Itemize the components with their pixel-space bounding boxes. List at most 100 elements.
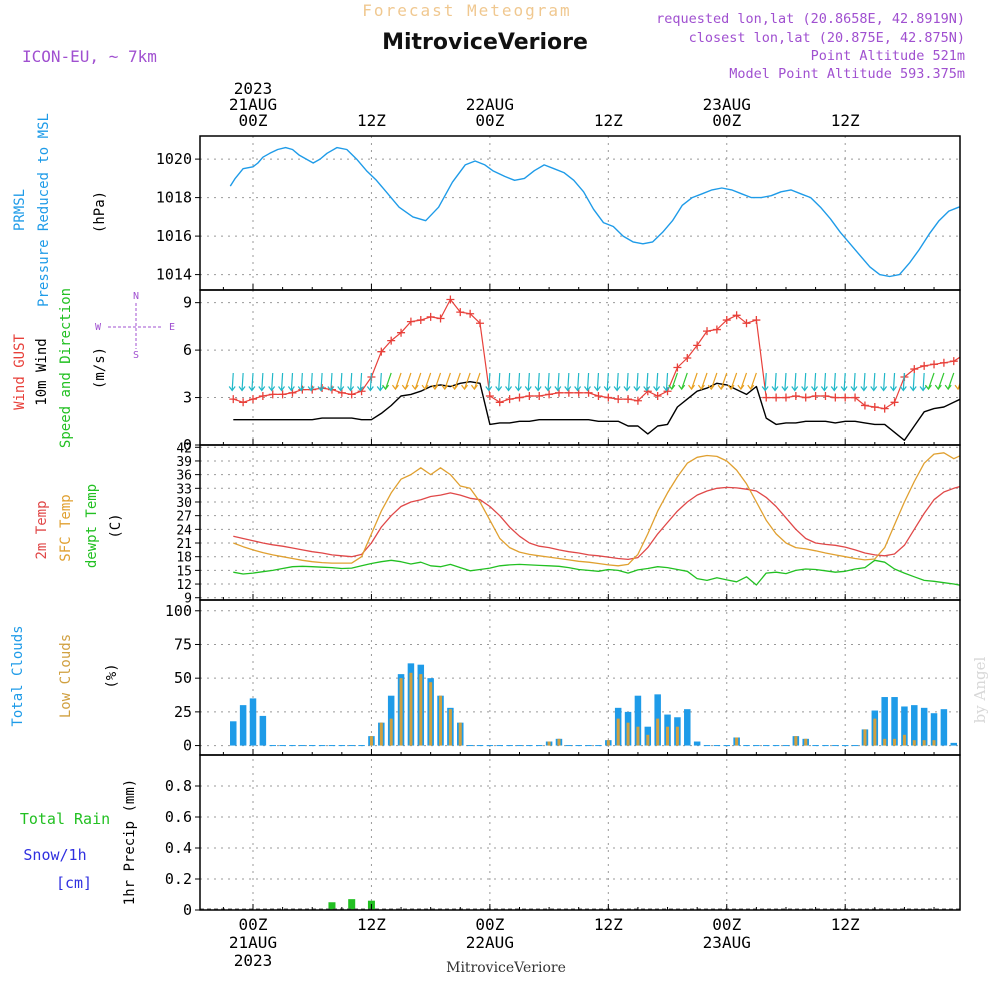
wind-arrow <box>498 372 501 391</box>
bottom-time-label: 00Z <box>239 915 268 934</box>
gust-marker <box>752 316 761 325</box>
wind-arrow <box>690 372 698 390</box>
wind-arrow <box>992 373 993 391</box>
wind-arrow-head <box>593 386 601 392</box>
top-time-label: 21AUG <box>229 95 277 114</box>
wind-arrow-head <box>707 384 715 391</box>
wind-arrow <box>710 372 718 390</box>
wind-arrow-head <box>924 384 932 391</box>
wind-gust-line <box>233 298 960 410</box>
gust-marker <box>693 341 702 350</box>
wind-arrow <box>794 372 797 391</box>
wind-arrow-head <box>451 384 459 391</box>
low-cloud-bar <box>458 722 462 746</box>
temp-label-1: 2m Temp <box>34 500 50 559</box>
gust-marker <box>574 388 583 397</box>
gust-marker <box>939 358 948 367</box>
wind-arrow <box>853 372 856 391</box>
wind-arrow <box>873 372 876 391</box>
dewpt-line <box>233 559 960 586</box>
temp-label-3: dewpt Temp <box>84 484 100 568</box>
y-tick-label: 27 <box>176 510 192 525</box>
wind-arrow-head <box>688 384 696 391</box>
gust-marker <box>535 391 544 400</box>
total-cloud-bar <box>930 713 938 746</box>
y-tick-label: 9 <box>183 294 192 312</box>
pressure-line <box>229 146 960 278</box>
gust-marker <box>278 390 287 399</box>
wind-arrow-head <box>717 384 725 391</box>
gust-marker <box>397 328 406 337</box>
clouds-unit: (%) <box>104 663 120 688</box>
total-cloud-bar <box>940 709 948 746</box>
low-cloud-bar <box>656 718 660 746</box>
gust-marker <box>851 393 860 402</box>
gust-marker <box>772 393 781 402</box>
wind-arrow-head <box>781 386 789 392</box>
wind-arrow-head <box>366 386 374 392</box>
wind-arrow-head <box>909 386 917 392</box>
precip-label-2: Snow/1h <box>23 846 86 864</box>
wind-arrow-head <box>860 386 868 392</box>
wind-arrow <box>823 372 827 391</box>
pressure-label-2: Pressure Reduced to MSL <box>36 113 52 307</box>
gust-marker <box>426 312 435 321</box>
gust-marker <box>791 391 800 400</box>
y-tick-label: 6 <box>183 341 192 359</box>
compass-e: E <box>169 322 175 333</box>
temp-label-2: SFC Temp <box>58 494 74 561</box>
y-tick-label: 0 <box>183 901 192 919</box>
y-tick-label: 0.4 <box>165 839 192 857</box>
gust-marker <box>505 395 514 404</box>
wind-arrow-head <box>870 386 878 392</box>
wind-arrow-head <box>811 386 818 392</box>
gust-marker <box>880 404 889 413</box>
top-time-label: 12Z <box>357 111 386 130</box>
top-time-label: 00Z <box>475 111 504 130</box>
wind-arrow <box>434 372 442 390</box>
wind-arrow-head <box>391 384 399 391</box>
y-tick-label: 9 <box>184 592 192 607</box>
gust-marker <box>337 388 346 397</box>
wind-label-3: Speed and Direction <box>58 288 74 448</box>
wind-arrow <box>444 372 451 390</box>
wind-arrow <box>665 372 669 391</box>
wind-arrow-head <box>979 387 985 391</box>
top-time-label: 12Z <box>831 111 860 130</box>
wind-arrow-head <box>727 384 735 391</box>
wind-arrow <box>473 372 481 390</box>
wind-arrow <box>596 372 600 391</box>
wind-arrow-head <box>317 386 325 392</box>
bottom-time-label: 23AUG <box>703 933 751 952</box>
low-cloud-bar <box>626 722 630 746</box>
wind-arrow-head <box>989 387 995 391</box>
total-cloud-bar <box>684 709 691 746</box>
wind-compass: N W E S <box>95 291 175 361</box>
wind-arrow <box>385 372 392 390</box>
gust-marker <box>920 361 929 370</box>
wind-arrow <box>488 372 491 391</box>
wind-arrow-head <box>268 386 276 392</box>
wind-arrow-head <box>228 386 236 392</box>
y-tick-label: 100 <box>165 602 192 620</box>
low-cloud-bar <box>547 741 551 746</box>
wind-arrow-head <box>771 386 779 392</box>
bottom-time-label: 00Z <box>475 915 504 934</box>
pressure-label-1: PRMSL <box>12 189 28 231</box>
gust-marker <box>653 391 662 400</box>
gust-marker <box>811 391 820 400</box>
wind-arrow <box>340 372 343 391</box>
wind-arrow-head <box>524 386 532 392</box>
low-cloud-bar <box>646 734 650 746</box>
y-tick-label: 0.8 <box>165 777 192 795</box>
wind-arrow <box>720 372 728 390</box>
gust-marker <box>633 396 642 405</box>
gust-marker <box>614 395 623 404</box>
y-tick-label: 75 <box>174 635 192 653</box>
gust-marker <box>249 395 257 404</box>
wind-arrow <box>804 372 807 391</box>
gust-marker <box>604 393 613 402</box>
wind-arrow-head <box>357 386 364 392</box>
wind-arrow-head <box>820 386 828 392</box>
